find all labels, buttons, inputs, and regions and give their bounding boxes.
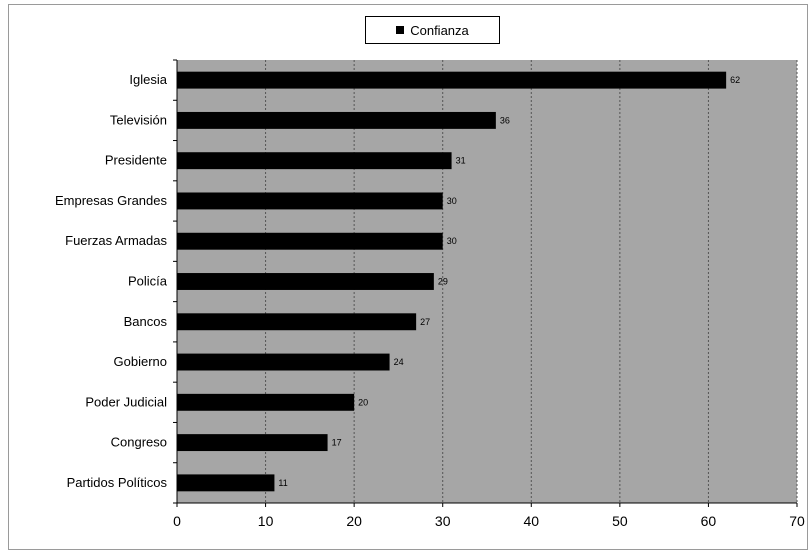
bar [177, 434, 328, 452]
data-label: 20 [358, 397, 368, 407]
category-label: Fuerzas Armadas [65, 233, 167, 248]
bar [177, 152, 452, 170]
bar [177, 71, 727, 89]
legend-label: Confianza [410, 22, 469, 38]
data-label: 62 [730, 75, 740, 85]
x-tick-label: 0 [173, 513, 181, 529]
x-tick-label: 20 [346, 513, 362, 529]
data-label: 17 [332, 438, 342, 448]
category-label: Televisión [110, 112, 167, 127]
bar [177, 232, 443, 250]
category-label: Policía [128, 274, 168, 289]
legend-swatch [396, 26, 405, 34]
bar [177, 353, 390, 371]
category-label: Gobierno [114, 354, 167, 369]
x-tick-label: 40 [523, 513, 539, 529]
data-label: 30 [447, 236, 457, 246]
legend: Confianza [365, 16, 500, 44]
bar [177, 273, 434, 290]
bar [177, 474, 275, 492]
bar [177, 313, 417, 331]
data-label: 11 [278, 478, 287, 488]
bar [177, 192, 443, 210]
category-label: Congreso [111, 435, 167, 450]
x-tick-label: 10 [258, 513, 274, 529]
data-label: 30 [447, 196, 457, 206]
x-tick-label: 60 [701, 513, 717, 529]
bar [177, 111, 496, 129]
category-label: Bancos [124, 314, 168, 329]
category-label: Empresas Grandes [55, 193, 167, 208]
x-tick-label: 30 [435, 513, 451, 529]
x-tick-label: 50 [612, 513, 628, 529]
data-label: 29 [438, 277, 448, 287]
data-label: 24 [394, 357, 404, 367]
data-label: 31 [456, 156, 466, 166]
category-label: Poder Judicial [85, 394, 167, 409]
category-label: Partidos Políticos [67, 475, 168, 490]
data-label: 36 [500, 115, 510, 125]
x-tick-label: 70 [789, 513, 805, 529]
bar [177, 393, 355, 411]
category-label: Presidente [105, 153, 167, 168]
data-label: 27 [420, 317, 430, 327]
category-label: Iglesia [129, 72, 167, 87]
